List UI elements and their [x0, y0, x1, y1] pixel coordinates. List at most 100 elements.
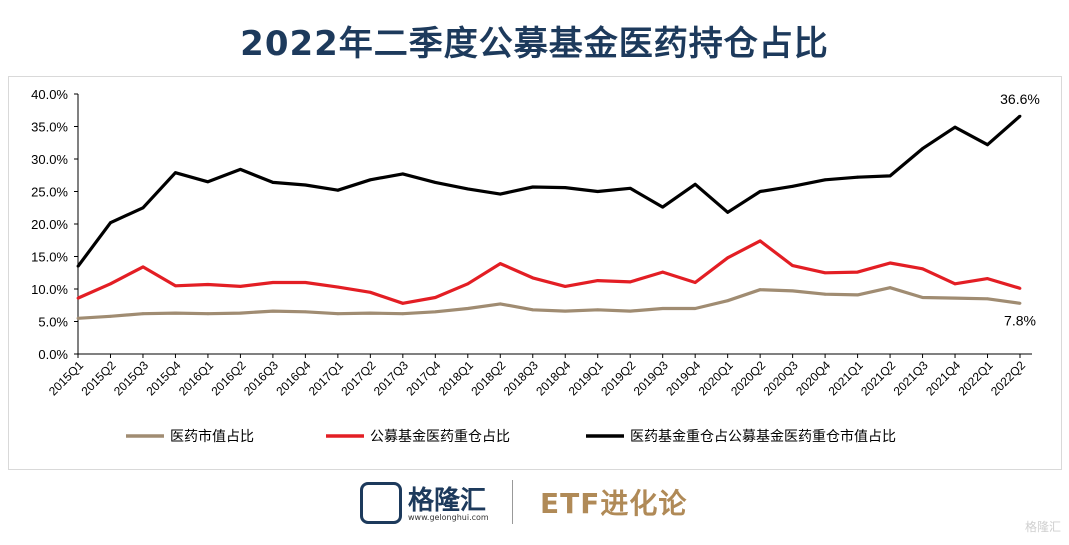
data-point: [986, 143, 989, 147]
x-tick-label: 2020Q1: [696, 358, 736, 398]
data-point: [466, 307, 470, 310]
x-tick-label: 2020Q2: [728, 358, 768, 398]
data-point: [758, 288, 762, 292]
data-point: [888, 286, 892, 290]
x-tick-label: 2015Q4: [143, 358, 183, 398]
y-tick-label: 0.0%: [38, 347, 68, 362]
data-point: [986, 277, 989, 280]
data-point: [921, 296, 924, 299]
data-point: [628, 309, 632, 313]
chart-panel: [8, 76, 1062, 470]
x-tick-label: 2019Q3: [631, 358, 671, 398]
data-point: [303, 281, 307, 284]
data-point: [336, 312, 340, 316]
legend-label: 医药市值占比: [170, 428, 254, 445]
x-tick-label: 2017Q1: [306, 358, 346, 398]
data-point: [206, 283, 210, 286]
data-point: [141, 265, 145, 269]
data-point: [401, 301, 405, 305]
data-point: [336, 188, 340, 192]
data-point: [953, 296, 957, 300]
data-point: [953, 282, 957, 286]
y-tick-label: 15.0%: [31, 250, 68, 265]
data-point: [368, 178, 372, 182]
data-point: [271, 181, 275, 184]
data-point: [661, 307, 665, 310]
data-point: [563, 186, 567, 189]
data-point: [986, 297, 989, 301]
x-tick-label: 2021Q4: [923, 358, 963, 398]
data-point: [888, 261, 892, 265]
data-point: [303, 183, 307, 187]
data-point: [563, 309, 567, 313]
line-chart: 0.0% 5.0% 10.0% 15.0% 20.0% 25.0% 30.0% 35.0% 40…: [31, 87, 1040, 445]
data-point: [109, 221, 112, 225]
data-point: [174, 171, 177, 175]
data-point: [141, 312, 145, 316]
data-point: [109, 314, 112, 318]
data-point: [271, 309, 275, 313]
y-tick-label: 30.0%: [31, 152, 68, 167]
data-point: [661, 270, 665, 274]
x-tick-label: 2018Q2: [468, 358, 508, 398]
data-point: [76, 316, 80, 320]
data-point: [758, 190, 762, 193]
footer: 格隆汇 www.gelonghui.com ETF进化论 格隆汇: [0, 470, 1069, 545]
data-point: [368, 311, 372, 315]
data-point: [76, 264, 80, 268]
data-point: [726, 256, 730, 260]
x-tick-label: 2018Q3: [501, 358, 541, 398]
brand-name: ETF进化论: [540, 487, 688, 520]
legend-label: 医药基金重仓占公募基金医药重仓市值占比: [630, 428, 896, 445]
x-tick-label: 2017Q2: [338, 358, 378, 398]
x-tick-label: 2019Q1: [566, 358, 606, 398]
data-point: [109, 282, 112, 286]
legend-label: 公募基金医药重仓占比: [370, 428, 510, 445]
data-point: [823, 271, 827, 275]
data-point: [823, 178, 827, 182]
x-tick-label: 2018Q1: [436, 358, 476, 398]
x-tick-label: 2016Q4: [273, 358, 313, 398]
data-point: [141, 206, 145, 210]
data-point: [693, 182, 697, 186]
data-point: [726, 299, 730, 303]
data-point: [921, 267, 924, 271]
x-tick-label: 2016Q3: [241, 358, 281, 398]
data-point: [791, 184, 795, 188]
data-point: [1018, 301, 1022, 305]
data-point: [498, 192, 502, 196]
data-point: [693, 281, 697, 284]
data-point: [466, 282, 470, 286]
data-point: [856, 293, 859, 297]
x-tick-label: 2016Q2: [208, 358, 248, 398]
x-tick-label: 2022Q2: [988, 358, 1028, 398]
divider: [512, 480, 513, 524]
x-tick-label: 2021Q2: [858, 358, 898, 398]
y-tick-label: 5.0%: [38, 315, 68, 330]
data-point: [596, 190, 600, 193]
x-tick-label: 2015Q1: [46, 358, 86, 398]
x-tick-label: 2015Q3: [111, 358, 151, 398]
data-point: [823, 292, 827, 296]
y-tick-label: 40.0%: [31, 87, 68, 102]
data-point: [271, 281, 275, 284]
data-point: [303, 310, 307, 314]
data-point: [498, 262, 502, 266]
data-point: [466, 187, 470, 191]
watermark: 格隆汇: [1024, 520, 1061, 534]
y-tick-label: 20.0%: [31, 217, 68, 232]
y-tick-label: 10.0%: [31, 282, 68, 297]
data-point: [628, 280, 632, 284]
data-point: [433, 310, 437, 314]
data-point: [628, 186, 632, 190]
x-tick-label: 2017Q4: [403, 358, 443, 398]
data-point: [76, 296, 80, 300]
x-tick-label: 2019Q2: [598, 358, 638, 398]
data-point: [791, 264, 795, 267]
series-line-0: [77, 286, 1021, 320]
data-point: [531, 276, 535, 280]
data-point: [563, 285, 567, 288]
x-tick-label: 2020Q3: [761, 358, 801, 398]
x-tick-label: 2019Q4: [663, 358, 703, 398]
data-point: [693, 307, 697, 310]
